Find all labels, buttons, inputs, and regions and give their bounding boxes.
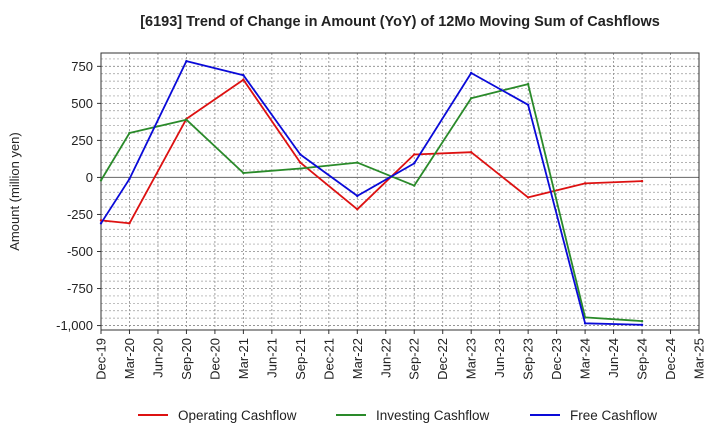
data-point <box>185 59 188 63</box>
chart-title: [6193] Trend of Change in Amount (YoY) o… <box>140 14 660 30</box>
data-point <box>583 322 587 325</box>
data-point <box>128 131 131 135</box>
y-tick-label: -250 <box>67 207 93 222</box>
x-tick-label: Mar-24 <box>578 338 593 379</box>
data-point <box>469 96 473 100</box>
data-point <box>413 162 416 165</box>
data-point <box>356 161 359 164</box>
data-point <box>242 74 245 77</box>
x-tick-label: Mar-23 <box>464 338 479 379</box>
data-point <box>526 82 530 86</box>
plot-area <box>101 53 699 330</box>
legend-label: Free Cashflow <box>570 408 657 423</box>
x-tick-label: Dec-24 <box>663 338 678 380</box>
data-point <box>299 161 302 164</box>
x-tick-label: Sep-22 <box>407 338 422 380</box>
data-point <box>640 179 644 183</box>
data-point <box>299 153 302 156</box>
y-tick-label: 250 <box>71 133 93 148</box>
x-tick-label: Sep-20 <box>179 338 194 380</box>
x-tick-label: Sep-24 <box>635 338 650 380</box>
data-point <box>99 222 103 225</box>
x-tick-label: Dec-23 <box>549 338 564 380</box>
data-point <box>640 323 644 327</box>
x-tick-label: Mar-21 <box>236 338 251 379</box>
x-tick-label: Mar-25 <box>692 338 707 379</box>
data-point <box>242 171 245 175</box>
data-point <box>99 179 103 182</box>
data-point <box>413 153 416 156</box>
data-point <box>242 78 245 81</box>
data-point <box>413 184 416 187</box>
legend-label: Operating Cashflow <box>178 408 297 423</box>
x-tick-label: Jun-20 <box>150 338 165 378</box>
y-tick-label: -1,000 <box>56 318 93 333</box>
x-tick-label: Mar-22 <box>350 338 365 379</box>
data-point <box>640 319 644 323</box>
data-point <box>356 208 359 211</box>
y-tick-label: -750 <box>67 281 93 296</box>
x-tick-label: Dec-22 <box>435 338 450 380</box>
x-tick-label: Mar-20 <box>122 338 137 379</box>
x-tick-label: Jun-21 <box>264 338 279 378</box>
data-point <box>469 151 473 154</box>
data-point <box>128 177 131 181</box>
data-point <box>128 222 131 225</box>
x-tick-label: Dec-20 <box>207 338 222 380</box>
data-point <box>469 71 473 75</box>
x-tick-label: Dec-21 <box>321 338 336 380</box>
y-tick-label: 0 <box>86 170 93 185</box>
x-tick-label: Sep-23 <box>521 338 536 380</box>
legend-label: Investing Cashflow <box>376 408 490 423</box>
x-tick-label: Sep-21 <box>293 338 308 380</box>
y-tick-label: 500 <box>71 96 93 111</box>
data-point <box>526 196 530 199</box>
data-point <box>356 194 359 198</box>
x-tick-label: Jun-23 <box>492 338 507 378</box>
plot-border <box>100 52 700 331</box>
y-axis-label: Amount (million yen) <box>7 132 22 251</box>
x-tick-label: Dec-19 <box>94 338 109 380</box>
y-tick-label: -500 <box>67 244 93 259</box>
data-point <box>299 167 302 170</box>
data-point <box>526 103 530 107</box>
x-tick-label: Jun-22 <box>378 338 393 378</box>
data-point <box>583 182 587 185</box>
y-tick-label: 750 <box>71 59 93 74</box>
x-tick-label: Jun-24 <box>606 338 621 378</box>
data-point <box>185 118 188 121</box>
